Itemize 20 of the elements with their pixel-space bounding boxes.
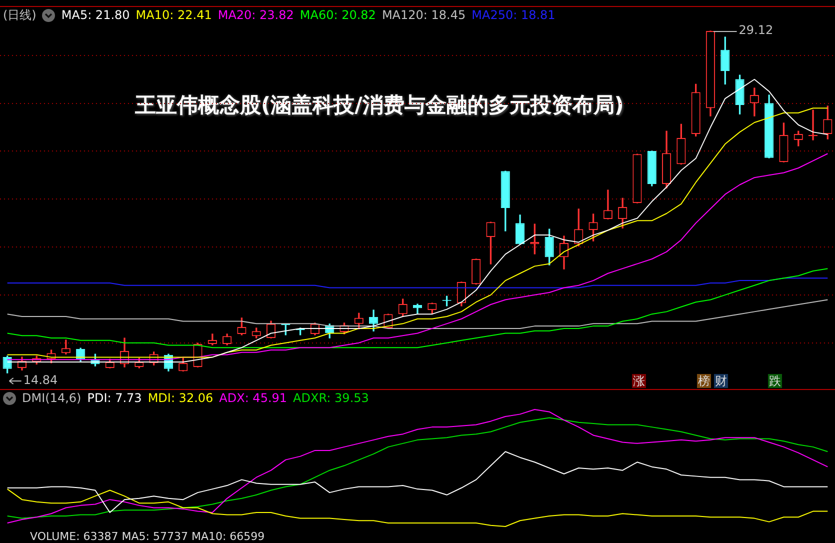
chart-title: DMI(14,6) (22, 391, 82, 405)
text: MA20: 23.82 (218, 8, 294, 22)
annotation: 14.84 (23, 373, 58, 388)
text: ADX: 45.91 (219, 391, 288, 405)
text: MA10: 22.41 (136, 8, 212, 22)
text: 跌 (768, 374, 782, 388)
chart-subtitle: (日线) (3, 8, 36, 22)
text: MA60: 20.82 (300, 8, 376, 22)
text: 榜 (697, 374, 711, 388)
text: 财 (714, 374, 728, 388)
text: 王亚伟概念股(涵盖科技/消费与金融的多元投资布局) (135, 92, 624, 119)
text: ADXR: 39.53 (293, 391, 369, 405)
text: 涨 (632, 374, 646, 388)
text: MDI: 32.06 (148, 391, 214, 405)
text: MA120: 18.45 (382, 8, 466, 22)
text: MA5: 21.80 (61, 8, 130, 22)
text: VOLUME: 63387 MA5: 57737 MA10: 66599 (30, 530, 265, 543)
annotation: 29.12 (738, 23, 774, 38)
text: PDI: 7.73 (87, 391, 142, 405)
text: MA250: 18.81 (472, 8, 556, 22)
